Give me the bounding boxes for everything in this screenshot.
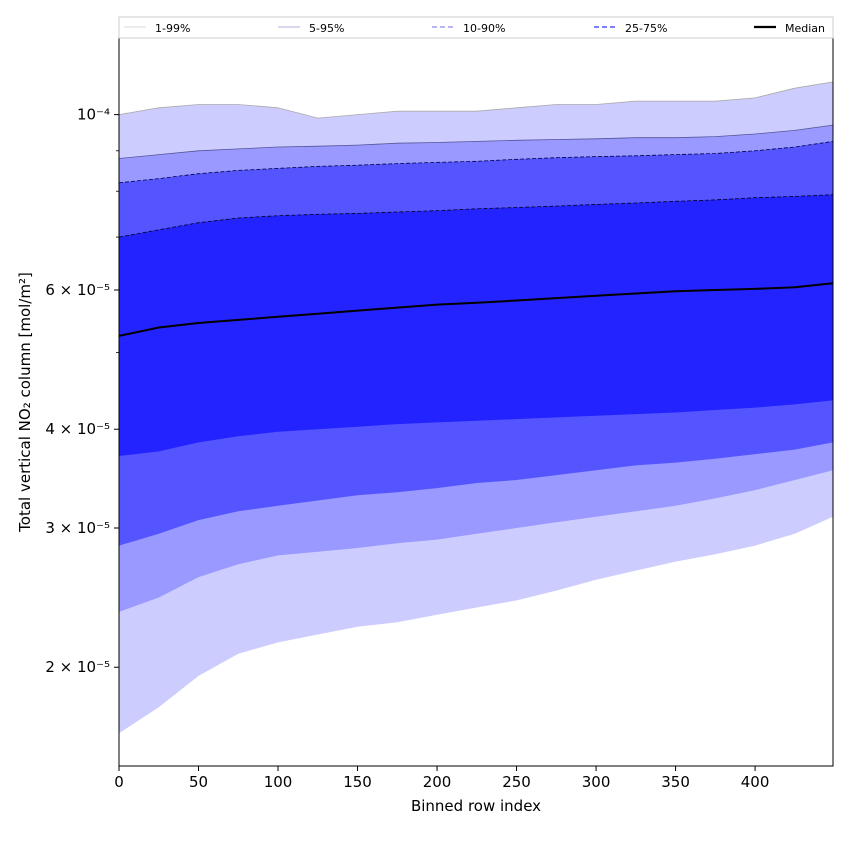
y-axis: 2 × 10⁻⁵ 3 × 10⁻⁵ 4 × 10⁻⁵ 6 × 10⁻⁵ 10⁻⁴ bbox=[45, 106, 119, 676]
legend: 1-99% 5-95% 10-90% 25-75% Median bbox=[118, 16, 834, 39]
x-tick-label: 350 bbox=[661, 773, 690, 791]
legend-label: 25-75% bbox=[625, 22, 667, 35]
legend-frame bbox=[118, 16, 834, 39]
legend-label: 10-90% bbox=[463, 22, 505, 35]
median-line bbox=[118, 282, 834, 337]
band-upper-line-5-95pct bbox=[118, 124, 834, 159]
y-tick-label: 10⁻⁴ bbox=[77, 106, 110, 124]
band-upper-line-25-75pct bbox=[118, 194, 834, 238]
x-tick-label: 150 bbox=[343, 773, 372, 791]
median-series bbox=[118, 282, 834, 337]
legend-label: Median bbox=[785, 22, 825, 35]
legend-label: 5-95% bbox=[309, 22, 344, 35]
band-upper-line-10-90pct bbox=[118, 141, 834, 184]
x-tick-label: 300 bbox=[582, 773, 611, 791]
x-axis-label: Binned row index bbox=[411, 797, 541, 815]
y-tick-label: 6 × 10⁻⁵ bbox=[45, 281, 110, 299]
x-axis: 0 50 100 150 200 250 300 350 400 bbox=[114, 766, 769, 791]
x-tick-label: 50 bbox=[189, 773, 208, 791]
x-tick-label: 0 bbox=[114, 773, 124, 791]
x-tick-label: 400 bbox=[741, 773, 770, 791]
percentile-bands bbox=[118, 81, 834, 734]
x-tick-label: 200 bbox=[423, 773, 452, 791]
y-tick-label: 4 × 10⁻⁵ bbox=[45, 420, 110, 438]
band-25-75pct bbox=[119, 194, 833, 456]
legend-label: 1-99% bbox=[155, 22, 190, 35]
x-tick-label: 250 bbox=[502, 773, 531, 791]
band-upper-line-1-99pct bbox=[118, 81, 834, 119]
x-tick-label: 100 bbox=[264, 773, 293, 791]
y-tick-label: 3 × 10⁻⁵ bbox=[45, 519, 110, 537]
y-tick-label: 2 × 10⁻⁵ bbox=[45, 658, 110, 676]
y-axis-label: Total vertical NO₂ column [mol/m²] bbox=[16, 272, 34, 533]
